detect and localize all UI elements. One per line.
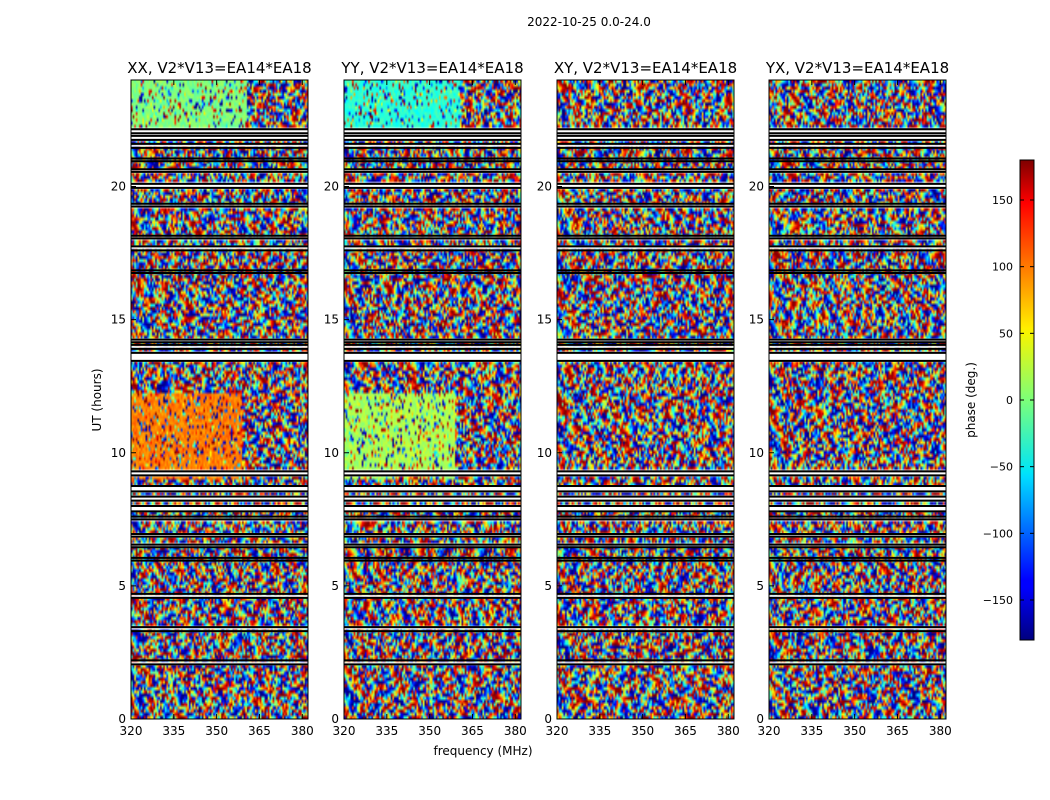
y-tick-label: 0 [756,712,764,726]
panel-yx: YX, V2*V13=EA14*EA18 320 335 350 365 380 0 5 10 1… [749,59,952,738]
panel-title-yx: YX, V2*V13=EA14*EA18 [765,59,949,77]
panel-frame [556,79,735,720]
colorbar-tick-label: 150 [992,194,1013,207]
y-tick-label: 10 [537,446,552,460]
phase-heatmap [344,80,521,719]
x-tick-label: 380 [291,724,314,738]
x-tick-label: 320 [758,724,781,738]
y-tick-label: 0 [331,712,339,726]
colorbar: −150 −100 −50 0 50 100 150 phase (deg.) [964,159,1035,641]
x-tick-label: 320 [333,724,356,738]
y-tick-label: 20 [537,180,552,194]
panel-frame [343,79,522,720]
y-tick-label: 5 [756,579,764,593]
x-tick-label: 350 [843,724,866,738]
phase-heatmap [131,80,308,719]
y-tick-label: 20 [749,180,764,194]
y-tick-label: 15 [537,313,552,327]
y-tick-label: 0 [544,712,552,726]
y-tick-label: 15 [324,313,339,327]
panel-frame [130,79,309,720]
panel-title-xy: XY, V2*V13=EA14*EA18 [554,59,737,77]
x-tick-label: 365 [248,724,271,738]
colorbar-tick-label: 0 [1006,394,1013,407]
x-tick-label: 350 [418,724,441,738]
colorbar-tick-label: −100 [983,527,1013,540]
x-tick-label: 350 [631,724,654,738]
panel-title-yy: YY, V2*V13=EA14*EA18 [340,59,523,77]
y-tick-label: 20 [111,180,126,194]
colorbar-tick-label: −50 [990,461,1013,474]
colorbar-label: phase (deg.) [964,362,978,438]
y-tick-label: 20 [324,180,339,194]
y-tick-label: 5 [544,579,552,593]
x-tick-label: 365 [674,724,697,738]
x-tick-label: 320 [546,724,569,738]
y-tick-label: 0 [118,712,126,726]
panel-yy: YY, V2*V13=EA14*EA18 320 335 350 365 380 0 5 10 1… [324,59,527,738]
colorbar-tick-label: 100 [992,261,1013,274]
y-tick-label: 10 [111,446,126,460]
colorbar-tick-label: −150 [983,594,1013,607]
phase-heatmap [557,80,734,719]
x-axis-label: frequency (MHz) [433,744,532,758]
y-tick-label: 5 [118,579,126,593]
x-tick-label: 335 [800,724,823,738]
panels: XX, V2*V13=EA14*EA18 320 335 350 365 380 0 5 10 1… [111,59,952,738]
y-tick-label: 10 [749,446,764,460]
x-tick-label: 335 [375,724,398,738]
figure-title: 2022-10-25 0.0-24.0 [527,15,651,29]
x-tick-label: 380 [504,724,527,738]
x-tick-label: 335 [162,724,185,738]
x-tick-label: 365 [886,724,909,738]
y-axis-label: UT (hours) [90,368,104,431]
panel-xy: XY, V2*V13=EA14*EA18 320 335 350 365 380 0 5 10 1… [537,59,740,738]
y-tick-label: 5 [331,579,339,593]
x-tick-label: 380 [929,724,952,738]
x-tick-label: 380 [717,724,740,738]
x-tick-label: 320 [120,724,143,738]
panel-xx: XX, V2*V13=EA14*EA18 320 335 350 365 380 0 5 10 1… [111,59,314,738]
y-tick-label: 15 [111,313,126,327]
x-tick-label: 350 [205,724,228,738]
y-tick-label: 15 [749,313,764,327]
y-tick-label: 10 [324,446,339,460]
phase-heatmap [769,80,946,719]
panel-title-xx: XX, V2*V13=EA14*EA18 [127,59,311,77]
colorbar-tick-label: 50 [999,327,1013,340]
panel-frame [768,79,947,720]
x-tick-label: 365 [461,724,484,738]
x-tick-label: 335 [588,724,611,738]
